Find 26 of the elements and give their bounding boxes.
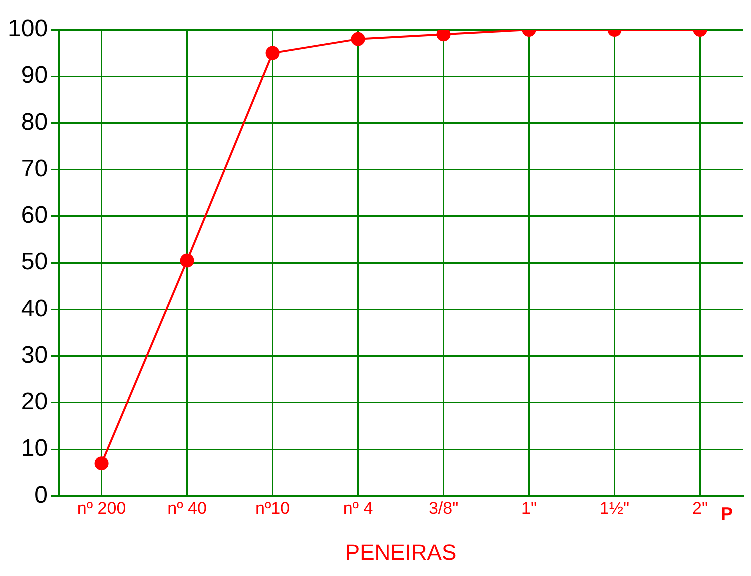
x-tick-label: nº 40: [168, 499, 207, 518]
x-tick-label: nº10: [255, 499, 290, 518]
y-tick-label: 90: [21, 62, 48, 90]
point: [94, 456, 109, 471]
point: [351, 32, 366, 46]
x-tick-label: 2": [692, 499, 708, 518]
y-tick-label: 30: [21, 342, 48, 369]
y-tick-label: 40: [21, 295, 48, 322]
x-tick-label: 1": [522, 499, 538, 518]
y-tick-label: 20: [21, 388, 48, 416]
x-axis-title: PENEIRAS: [345, 540, 457, 565]
point: [436, 30, 451, 42]
y-tick-label: 0: [34, 482, 48, 509]
y-tick-label: 80: [21, 108, 48, 136]
x-tick-label: 1½": [600, 499, 630, 518]
x-tick-label: 3/8": [428, 499, 459, 518]
point: [180, 254, 194, 268]
y-tick-label: 70: [21, 155, 48, 182]
y-tick-label: 60: [21, 202, 48, 230]
y-tick-label: 10: [21, 435, 48, 462]
text: P: [721, 504, 734, 524]
y-tick-label: 50: [21, 248, 48, 276]
point: [266, 46, 280, 60]
x-tick-label: nº 4: [343, 499, 374, 518]
x-tick-label: nº 200: [77, 499, 126, 518]
y-tick-label: 100: [8, 16, 48, 43]
